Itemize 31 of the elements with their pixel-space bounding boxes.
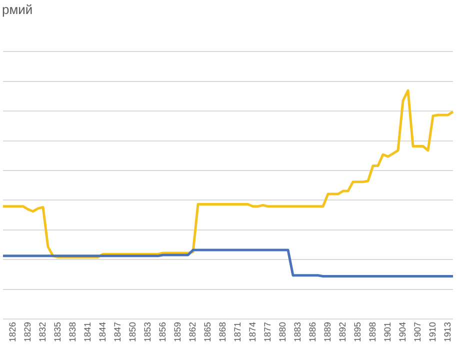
x-tick-label: 1877: [262, 322, 272, 342]
x-tick-label: 1883: [292, 322, 302, 342]
x-tick-label: 1835: [52, 322, 62, 342]
x-tick-label: 1859: [172, 322, 182, 342]
x-tick-label: 1871: [232, 322, 242, 342]
x-tick-label: 1868: [217, 322, 228, 342]
x-tick-label: 1844: [97, 322, 108, 342]
x-tick-label: 1856: [157, 322, 168, 342]
x-tick-label: 1910: [427, 322, 438, 342]
x-tick-label: 1874: [247, 322, 258, 342]
chart-title: рмий: [2, 2, 33, 17]
x-tick-label: 1913: [442, 322, 452, 342]
x-tick-label: 1847: [112, 322, 122, 342]
x-tick-label: 1853: [142, 322, 152, 342]
x-tick-label: 1832: [37, 322, 48, 342]
x-tick-label: 1892: [337, 322, 348, 342]
x-tick-label: 1826: [7, 322, 18, 342]
x-tick-label: 1886: [307, 322, 318, 342]
x-tick-label: 1898: [367, 322, 378, 342]
x-tick-label: 1904: [397, 322, 408, 342]
x-tick-label: 1901: [382, 322, 392, 342]
x-tick-label: 1841: [82, 322, 92, 342]
x-tick-label: 1907: [412, 322, 422, 342]
x-tick-label: 1889: [322, 322, 332, 342]
x-tick-label: 1862: [187, 322, 198, 342]
x-tick-label: 1865: [202, 322, 212, 342]
x-tick-label: 1880: [277, 322, 288, 342]
x-tick-label: 1838: [67, 322, 78, 342]
x-tick-label: 1829: [22, 322, 32, 342]
x-tick-label: 1850: [127, 322, 138, 342]
x-tick-label: 1895: [352, 322, 362, 342]
